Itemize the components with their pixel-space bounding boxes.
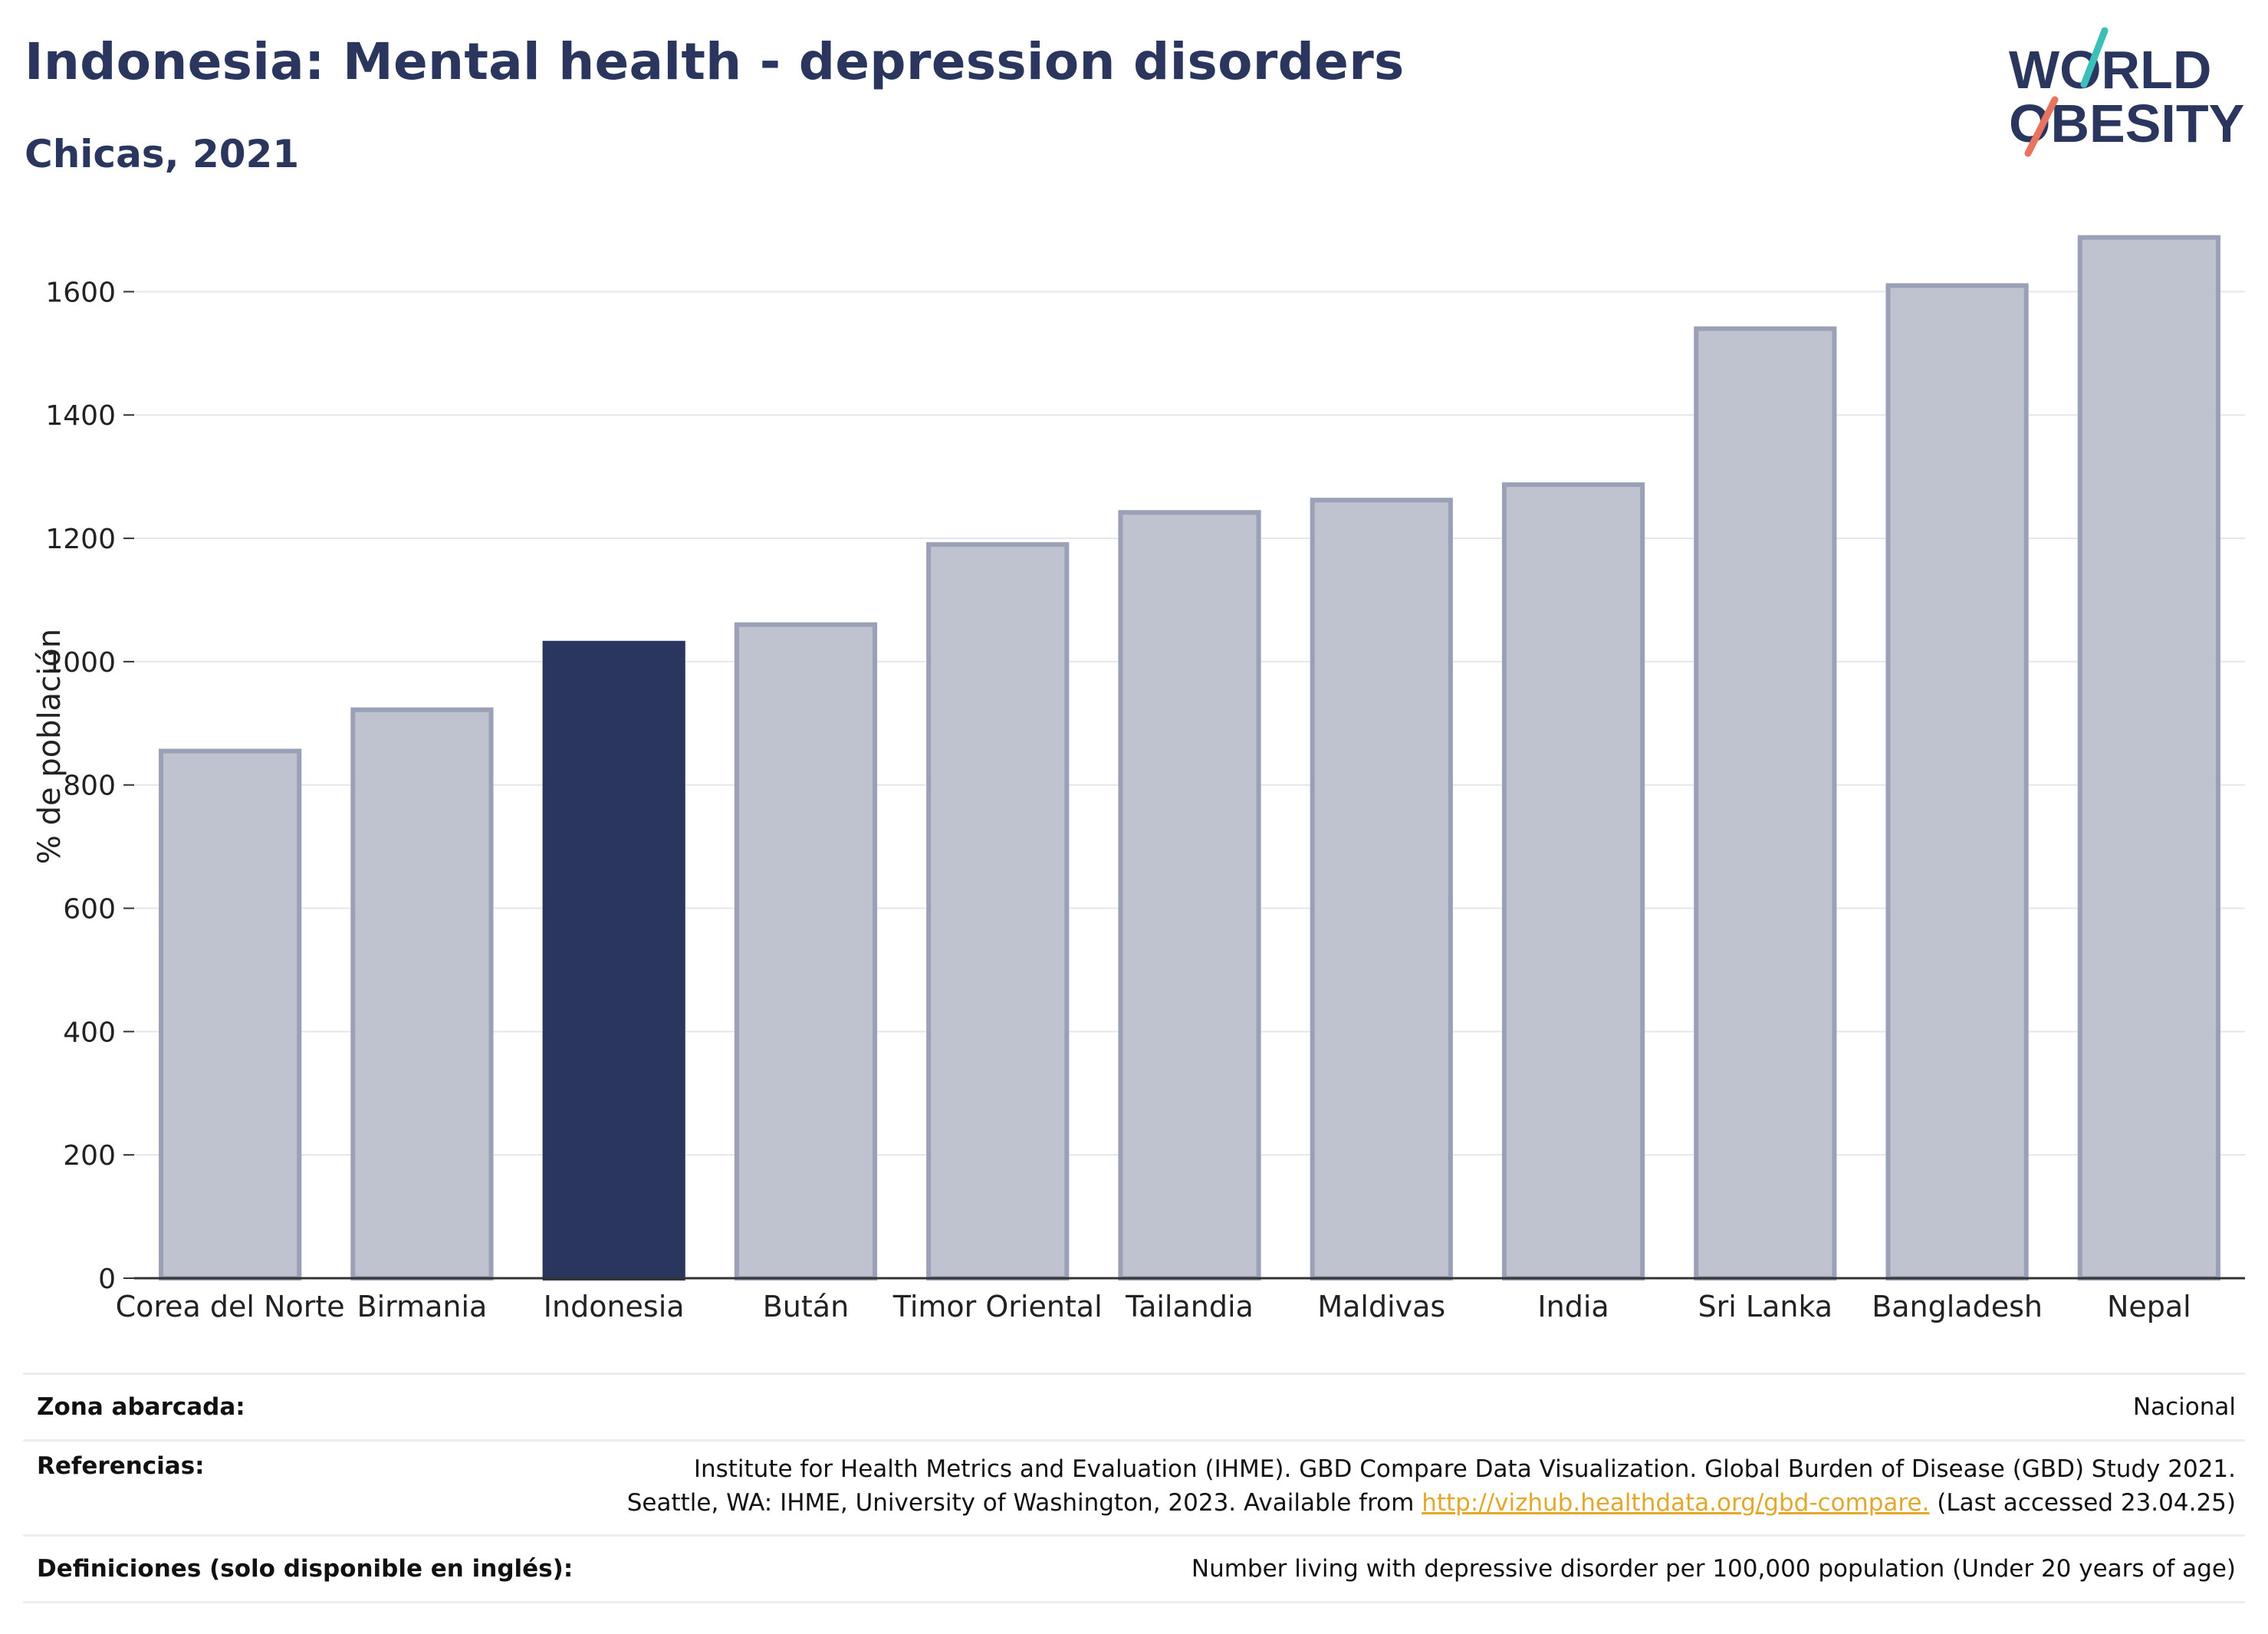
- x-tick-label: Indonesia: [544, 1290, 685, 1323]
- logo-text-obesity: OBESITY: [2009, 94, 2244, 153]
- footer-table: Zona abarcada: Nacional Referencias: Ins…: [23, 1373, 2245, 1603]
- bar-chart: 0 200 400 600 800 1000 1200 1400 1600 % de poblac…: [32, 235, 2245, 1323]
- x-tick-label: Bután: [763, 1290, 849, 1323]
- y-axis-label: % de población: [32, 629, 67, 864]
- bar-bangladesh: [1885, 283, 2029, 1281]
- chart-subtitle: Chicas, 2021: [25, 132, 300, 176]
- bar-india: [1501, 482, 1645, 1281]
- ref-line2-post: (Last accessed 23.04.25): [1929, 1489, 2236, 1517]
- x-tick-label: Birmania: [357, 1290, 488, 1323]
- ref-link[interactable]: http://vizhub.healthdata.org/gbd-compare…: [1422, 1489, 1930, 1517]
- footer-row-definiciones: Definiciones (solo disponible en inglés)…: [23, 1534, 2245, 1603]
- bar-indonesia: [542, 640, 685, 1281]
- logo-slash-teal: [2080, 27, 2109, 88]
- x-tick-label: Nepal: [2107, 1290, 2191, 1323]
- x-tick-label: Tailandia: [1125, 1290, 1254, 1323]
- x-tick-label: Maldivas: [1317, 1290, 1445, 1323]
- y-tick-label: 0: [98, 1264, 116, 1295]
- bar-corea-del-norte: [159, 748, 302, 1281]
- y-tick-label: 200: [63, 1140, 116, 1172]
- ref-value: Institute for Health Metrics and Evaluat…: [627, 1452, 2245, 1534]
- bar-timor-oriental: [926, 542, 1070, 1281]
- y-tick-label: 1400: [45, 400, 116, 432]
- footer-row-referencias: Referencias: Institute for Health Metric…: [23, 1439, 2245, 1534]
- y-tick-label: 800: [63, 771, 116, 802]
- def-label: Definiciones (solo disponible en inglés)…: [37, 1555, 574, 1583]
- y-tick-label: 1000: [45, 647, 116, 679]
- ref-label: Referencias:: [37, 1452, 205, 1480]
- y-tick-label: 600: [63, 894, 116, 925]
- footer-row-zona: Zona abarcada: Nacional: [23, 1373, 2245, 1439]
- bar-bután: [734, 622, 878, 1281]
- zona-value: Nacional: [2132, 1393, 2236, 1421]
- def-value: Number living with depressive disorder p…: [1191, 1555, 2236, 1583]
- ref-line2-pre: Seattle, WA: IHME, University of Washing…: [626, 1489, 1422, 1517]
- x-tick-label: Timor Oriental: [892, 1290, 1103, 1323]
- x-tick-label: Sri Lanka: [1698, 1290, 1833, 1323]
- zona-label: Zona abarcada:: [37, 1393, 245, 1421]
- y-tick-label: 400: [63, 1017, 116, 1048]
- bar-birmania: [350, 707, 494, 1281]
- y-tick-label: 1200: [45, 524, 116, 555]
- x-tick-label: India: [1537, 1290, 1609, 1323]
- logo-slash-coral: [2024, 96, 2059, 157]
- bar-sri-lanka: [1694, 326, 1837, 1281]
- y-tick-label: 1600: [45, 277, 116, 308]
- bar-tailandia: [1118, 510, 1261, 1281]
- bar-nepal: [2077, 235, 2220, 1281]
- ref-line1: Institute for Health Metrics and Evaluat…: [693, 1455, 2236, 1483]
- x-tick-label: Corea del Norte: [116, 1290, 345, 1323]
- world-obesity-logo: WORLD OBESITY: [2009, 27, 2244, 157]
- chart-title: Indonesia: Mental health - depression di…: [25, 32, 1405, 91]
- bar-maldivas: [1310, 498, 1453, 1281]
- x-tick-label: Bangladesh: [1872, 1290, 2043, 1323]
- logo-text-world: WORLD: [2009, 40, 2211, 100]
